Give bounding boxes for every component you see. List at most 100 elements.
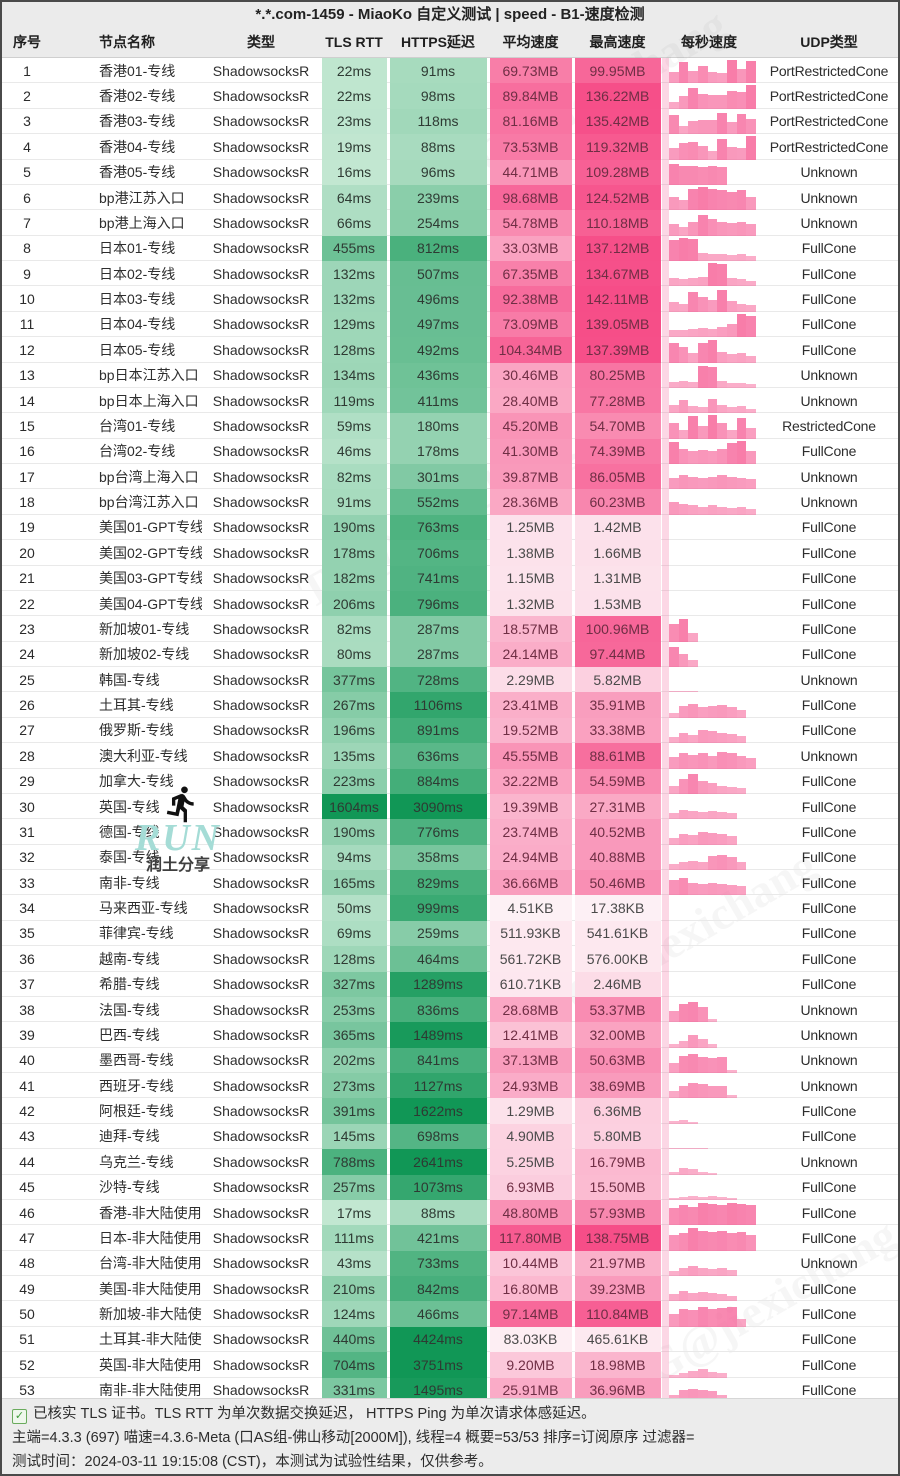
table-row: 43 迪拜-专线 ShadowsocksR 145ms 698ms 4.90MB 5.80M… — [2, 1123, 898, 1150]
node-name: 美国02-GPT专线 — [99, 544, 202, 561]
row-index: 34 — [19, 900, 35, 917]
per-second-speed-sparkline — [662, 337, 757, 363]
col-header-tls-rtt: TLS RTT — [325, 34, 383, 50]
table-row: 20 美国02-GPT专线 ShadowsocksR 178ms 706ms 1.38MB… — [2, 540, 898, 566]
node-name: 香港01-专线 — [99, 62, 176, 79]
tls-rtt-value: 1604ms — [321, 793, 387, 820]
max-speed-value: 109.28MB — [574, 159, 661, 185]
tls-rtt-value: 365ms — [321, 1022, 387, 1048]
row-index: 27 — [19, 722, 35, 739]
per-second-speed-sparkline — [662, 946, 756, 972]
udp-type-value: FullCone — [801, 620, 857, 637]
https-delay-value: 3090ms — [389, 793, 487, 820]
udp-type-value: Unknown — [800, 671, 858, 688]
node-type: ShadowsocksR — [212, 341, 310, 358]
col-header-udp-type: UDP类型 — [800, 34, 858, 50]
udp-type-value: Unknown — [800, 494, 858, 511]
node-type: ShadowsocksR — [212, 697, 310, 714]
https-delay-value: 1073ms — [389, 1174, 487, 1200]
max-speed-value: 135.42MB — [574, 108, 661, 135]
max-speed-value: 32.00MB — [574, 1022, 661, 1048]
table-row: 49 美国-非大陆使用 ShadowsocksR 210ms 842ms 16.80MB 3… — [2, 1276, 898, 1302]
max-speed-value: 54.59MB — [574, 768, 661, 794]
node-name: 南非-非大陆使用 — [99, 1382, 202, 1398]
table-row: 11 日本04-专线 ShadowsocksR 129ms 497ms 73.09MB 13… — [2, 311, 898, 338]
udp-type-value: FullCone — [801, 570, 857, 587]
max-speed-value: 541.61KB — [574, 920, 661, 947]
tls-rtt-value: 111ms — [321, 1225, 387, 1251]
per-second-speed-sparkline — [662, 1047, 756, 1074]
tls-rtt-value: 22ms — [321, 83, 387, 109]
node-name: 日本05-专线 — [99, 341, 176, 358]
https-delay-value: 841ms — [389, 1047, 487, 1073]
max-speed-value: 80.25MB — [574, 362, 661, 388]
row-index: 29 — [19, 773, 35, 790]
table-row: 24 新加坡02-专线 ShadowsocksR 80ms 287ms 24.14MB 97… — [2, 641, 898, 668]
avg-speed-value: 511.93KB — [489, 920, 572, 947]
tls-rtt-value: 210ms — [321, 1276, 387, 1302]
row-index: 38 — [19, 1001, 35, 1018]
node-type: ShadowsocksR — [212, 950, 310, 967]
max-speed-value: 18.98MB — [574, 1352, 661, 1378]
udp-type-value: FullCone — [801, 1229, 857, 1246]
per-second-speed-sparkline — [662, 489, 757, 516]
row-index: 51 — [19, 1331, 35, 1348]
udp-type-value: FullCone — [801, 1128, 857, 1145]
node-type: ShadowsocksR — [212, 138, 310, 155]
node-type: ShadowsocksR — [212, 1128, 310, 1145]
https-delay-value: 4424ms — [389, 1326, 487, 1353]
https-delay-value: 776ms — [389, 819, 487, 845]
avg-speed-value: 9.20MB — [489, 1352, 572, 1378]
https-delay-value: 1106ms — [389, 692, 487, 718]
footer-verified-line: ✓ 已核实 TLS 证书。TLS RTT 为单次数据交换延迟， HTTPS Pin… — [12, 1402, 888, 1426]
node-name: 南非-专线 — [99, 874, 160, 891]
node-type: ShadowsocksR — [212, 240, 310, 257]
node-type: ShadowsocksR — [212, 1331, 310, 1348]
udp-type-value: FullCone — [801, 1331, 857, 1348]
tls-rtt-value: 94ms — [321, 844, 387, 870]
per-second-speed-sparkline — [662, 1377, 756, 1398]
per-second-speed-sparkline — [662, 311, 757, 338]
table-row: 28 澳大利亚-专线 ShadowsocksR 135ms 636ms 45.55MB 88… — [2, 743, 898, 769]
https-delay-value: 836ms — [389, 996, 487, 1023]
row-index: 19 — [19, 519, 35, 536]
table-row: 44 乌克兰-专线 ShadowsocksR 788ms 2641ms 5.25MB 16.… — [2, 1149, 898, 1175]
https-delay-value: 98ms — [389, 83, 487, 109]
row-index: 2 — [23, 88, 31, 105]
row-index: 42 — [19, 1103, 35, 1120]
per-second-speed-sparkline — [662, 1174, 756, 1201]
max-speed-value: 110.18MB — [574, 210, 661, 236]
tls-rtt-value: 128ms — [321, 337, 387, 363]
node-type: ShadowsocksR — [212, 1356, 310, 1373]
row-index: 1 — [23, 62, 31, 79]
table-row: 36 越南-专线 ShadowsocksR 128ms 464ms 561.72KB 576… — [2, 946, 898, 972]
table-row: 47 日本-非大陆使用 ShadowsocksR 111ms 421ms 117.80MB… — [2, 1225, 898, 1252]
table-row: 14 bp日本上海入口 ShadowsocksR 119ms 411ms 28.40MB 7… — [2, 387, 898, 414]
per-second-speed-sparkline — [662, 996, 756, 1023]
node-name: 台湾-非大陆使用 — [99, 1255, 202, 1272]
https-delay-value: 1495ms — [389, 1377, 487, 1398]
https-delay-value: 259ms — [389, 920, 487, 947]
tls-rtt-value: 267ms — [321, 692, 387, 718]
avg-speed-value: 23.41MB — [489, 692, 572, 718]
per-second-speed-sparkline — [662, 514, 756, 541]
row-index: 8 — [23, 240, 31, 257]
row-index: 20 — [19, 544, 35, 561]
row-index: 13 — [19, 367, 35, 384]
max-speed-value: 1.53MB — [574, 590, 661, 617]
node-type: ShadowsocksR — [212, 823, 310, 840]
per-second-speed-sparkline — [662, 1022, 756, 1049]
per-second-speed-sparkline — [662, 667, 756, 693]
node-type: ShadowsocksR — [212, 595, 310, 612]
node-type: ShadowsocksR — [212, 747, 310, 764]
node-name: 香港05-专线 — [99, 164, 176, 181]
avg-speed-value: 33.03MB — [489, 235, 572, 261]
max-speed-value: 60.23MB — [574, 489, 661, 515]
avg-speed-value: 18.57MB — [489, 616, 572, 642]
avg-speed-value: 54.78MB — [489, 210, 572, 236]
avg-speed-value: 69.73MB — [489, 58, 572, 84]
node-type: ShadowsocksR — [212, 1001, 310, 1018]
per-second-speed-sparkline — [662, 1199, 757, 1226]
tls-rtt-value: 46ms — [321, 438, 387, 464]
